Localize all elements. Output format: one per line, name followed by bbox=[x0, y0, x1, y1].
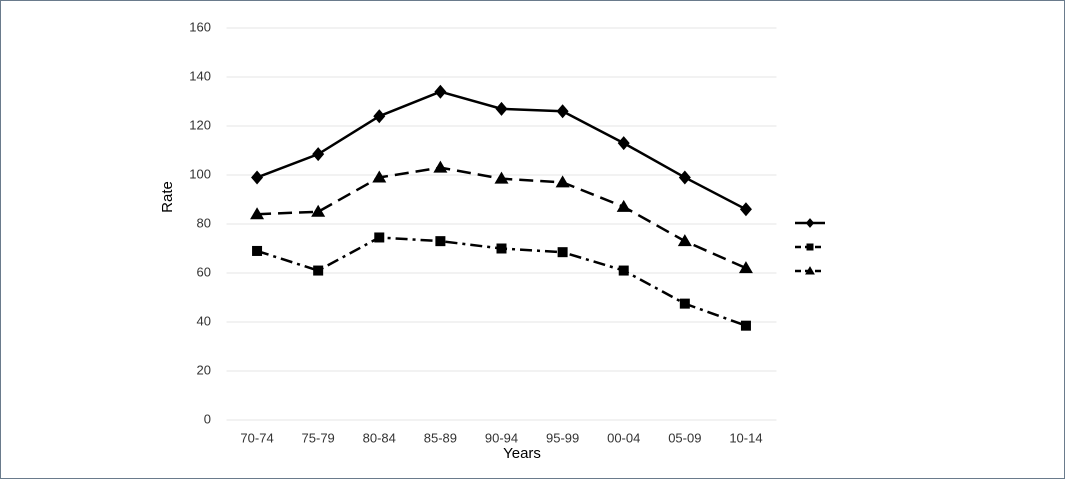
x-tick-label: 85-89 bbox=[424, 430, 457, 445]
marker bbox=[434, 84, 447, 99]
x-tick-label: 10-14 bbox=[729, 430, 762, 445]
y-tick-label: 100 bbox=[189, 166, 211, 181]
marker bbox=[372, 170, 387, 183]
x-tick-label: 95-99 bbox=[546, 430, 579, 445]
x-tick-label: 70-74 bbox=[240, 430, 273, 445]
marker bbox=[494, 171, 509, 184]
legend-marker bbox=[805, 266, 815, 275]
marker bbox=[312, 147, 325, 162]
y-tick-label: 60 bbox=[197, 264, 211, 279]
x-tick-label: 05-09 bbox=[668, 430, 701, 445]
marker bbox=[495, 101, 508, 116]
legend-marker bbox=[806, 243, 814, 251]
marker bbox=[556, 104, 569, 119]
marker bbox=[496, 243, 507, 254]
y-tick-label: 160 bbox=[189, 19, 211, 34]
marker bbox=[678, 170, 691, 185]
marker bbox=[617, 136, 630, 151]
x-tick-label: 00-04 bbox=[607, 430, 640, 445]
marker bbox=[433, 160, 448, 173]
marker bbox=[435, 236, 446, 247]
marker bbox=[251, 170, 264, 185]
x-tick-label: 80-84 bbox=[363, 430, 396, 445]
marker bbox=[618, 265, 629, 276]
marker bbox=[555, 175, 570, 188]
marker bbox=[677, 234, 692, 247]
marker bbox=[373, 109, 386, 124]
y-tick-label: 40 bbox=[197, 313, 211, 328]
x-axis-label: Years bbox=[503, 445, 541, 462]
marker bbox=[738, 261, 753, 274]
y-tick-label: 120 bbox=[189, 117, 211, 132]
x-tick-label: 75-79 bbox=[302, 430, 335, 445]
marker bbox=[374, 232, 385, 243]
y-tick-label: 80 bbox=[197, 215, 211, 230]
marker bbox=[739, 202, 752, 217]
y-tick-label: 20 bbox=[197, 362, 211, 377]
y-axis-label: Rate bbox=[159, 181, 176, 213]
marker bbox=[557, 247, 568, 258]
x-tick-label: 90-94 bbox=[485, 430, 518, 445]
marker bbox=[252, 245, 263, 256]
marker bbox=[679, 298, 690, 309]
marker bbox=[616, 199, 631, 212]
marker bbox=[311, 204, 326, 217]
marker bbox=[740, 320, 751, 331]
y-tick-label: 0 bbox=[204, 411, 211, 426]
y-tick-label: 140 bbox=[189, 68, 211, 83]
marker bbox=[313, 265, 324, 276]
marker bbox=[250, 207, 265, 220]
